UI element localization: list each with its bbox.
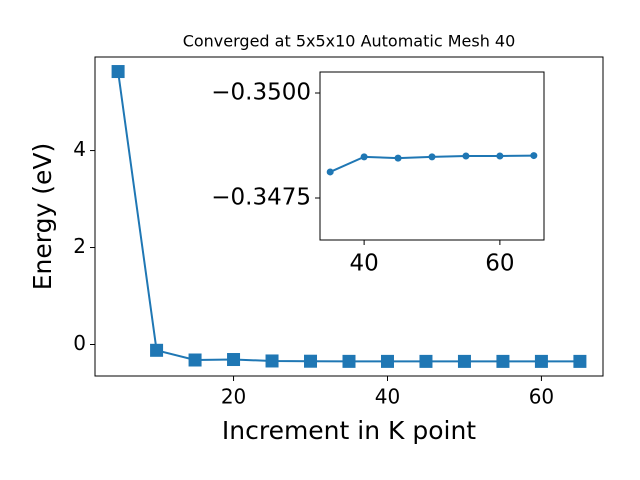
- marker: [326, 168, 334, 176]
- marker: [380, 354, 394, 368]
- marker: [462, 152, 470, 160]
- marker: [496, 354, 510, 368]
- marker: [496, 152, 504, 160]
- y-tick-label: −0.3475: [211, 185, 311, 211]
- marker: [227, 353, 241, 367]
- marker: [530, 152, 538, 160]
- marker: [265, 354, 279, 368]
- x-axis-label: Increment in K point: [222, 416, 476, 445]
- y-tick-label: −0.3500: [211, 80, 311, 106]
- marker: [394, 154, 402, 162]
- y-tick-label: 0: [73, 331, 86, 355]
- marker: [534, 354, 548, 368]
- marker: [304, 354, 318, 368]
- x-tick-label: 60: [485, 250, 514, 276]
- y-tick-label: 2: [73, 234, 86, 258]
- plot-frame: [94, 56, 604, 377]
- marker: [419, 354, 433, 368]
- marker: [360, 153, 368, 161]
- y-axis-label: Energy (eV): [28, 143, 57, 290]
- marker: [150, 343, 164, 357]
- marker: [457, 354, 471, 368]
- marker: [428, 153, 436, 161]
- x-tick-label: 40: [375, 385, 400, 409]
- x-tick-label: 40: [349, 250, 378, 276]
- plot-frame: [319, 71, 545, 241]
- x-tick-label: 60: [529, 385, 554, 409]
- marker: [188, 353, 202, 367]
- chart-title: Converged at 5x5x10 Automatic Mesh 40: [183, 32, 516, 51]
- marker: [111, 65, 125, 79]
- y-tick-label: 4: [73, 137, 86, 161]
- marker: [342, 354, 356, 368]
- x-tick-label: 20: [221, 385, 246, 409]
- marker: [573, 354, 587, 368]
